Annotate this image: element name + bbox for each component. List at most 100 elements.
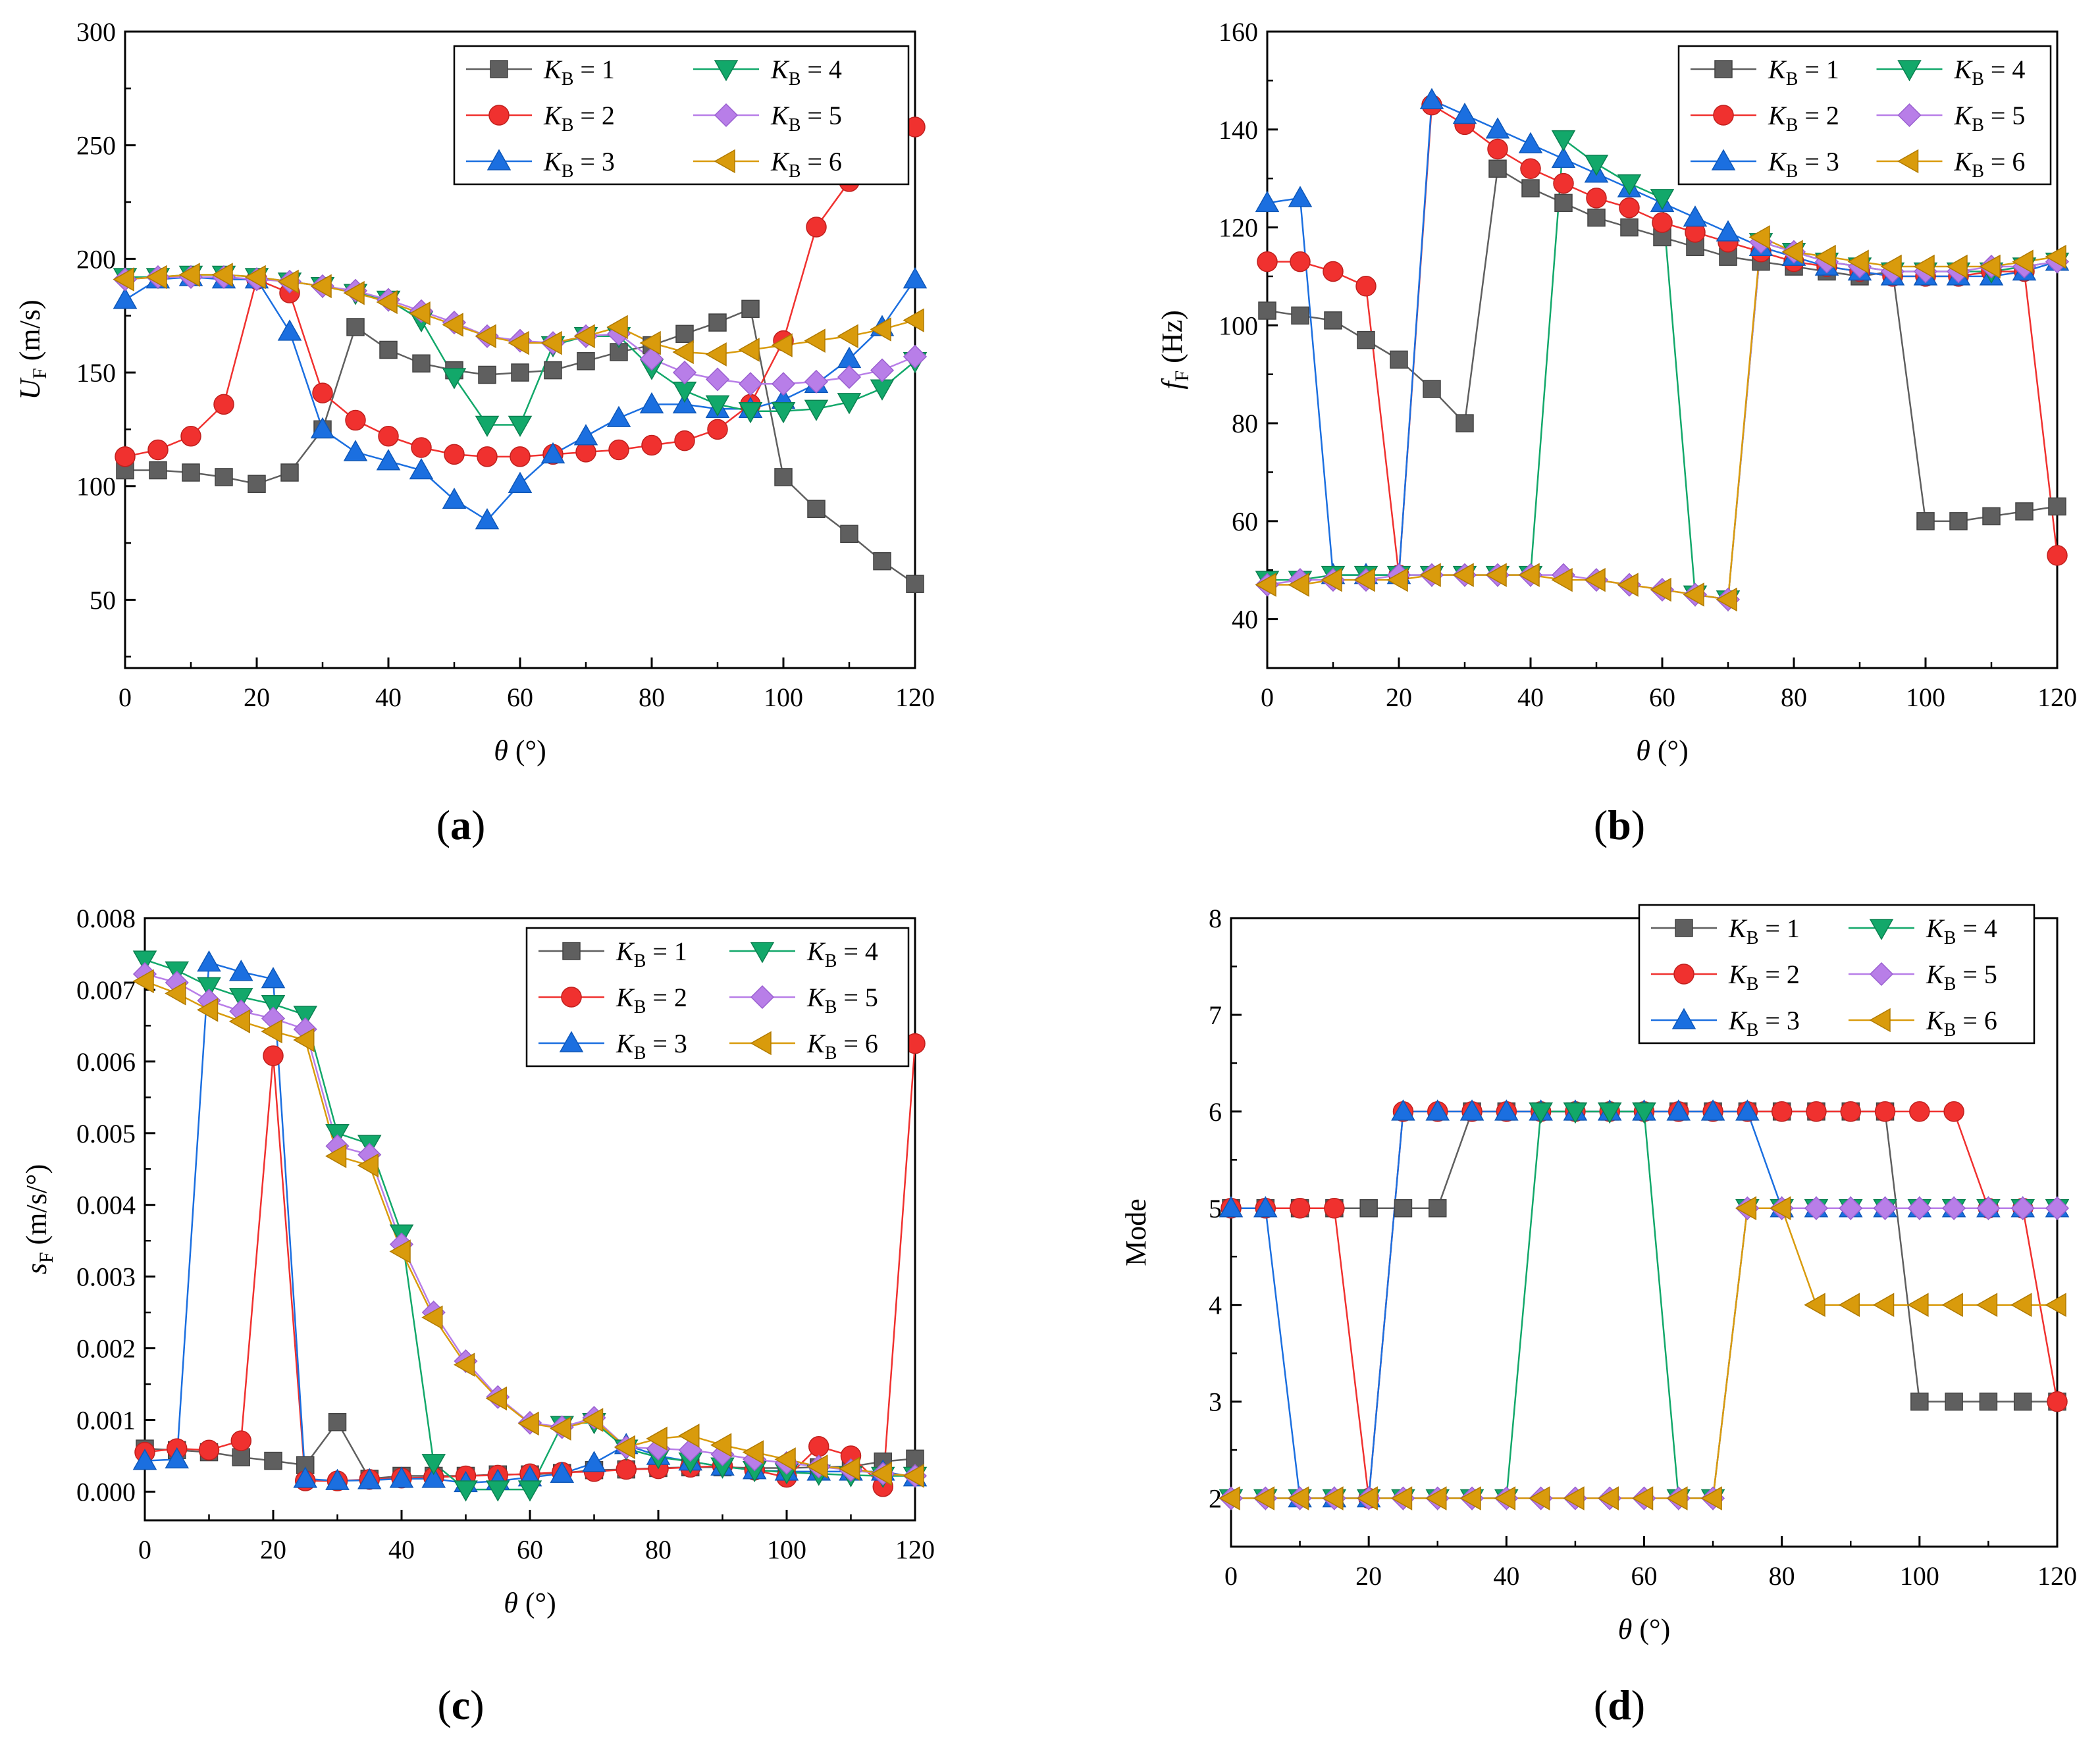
data-point: [1650, 577, 1671, 602]
data-point: [1288, 573, 1309, 597]
data-point: [708, 313, 727, 332]
legend: KB = 1 KB = 2 KB = 3 KB = 4 KB = 5 KB = 6: [525, 927, 910, 1068]
data-point: [196, 998, 219, 1022]
legend-label: KB = 2: [616, 983, 687, 1018]
data-point: [1840, 1101, 1861, 1122]
y-axis-label: sF (m/s/°): [20, 1164, 57, 1275]
data-point: [1874, 1101, 1896, 1122]
legend-item-k5: KB = 5: [729, 983, 878, 1018]
data-point: [1735, 1196, 1757, 1221]
x-tick-label: 40: [1493, 1561, 1519, 1591]
data-point: [1979, 1392, 1998, 1411]
legend-label: KB = 6: [1926, 1006, 1997, 1041]
y-tick-label: 60: [1232, 507, 1258, 536]
data-point: [454, 1480, 478, 1502]
data-point: [903, 267, 928, 289]
data-point: [742, 1440, 764, 1464]
legend-item-k4: KB = 4: [729, 937, 878, 971]
data-point: [343, 280, 365, 305]
data-point: [113, 288, 138, 309]
data-point: [672, 392, 697, 414]
data-point: [1771, 1101, 1793, 1122]
data-point: [639, 330, 661, 355]
data-point: [1219, 1196, 1244, 1218]
series-markers-k6: [1219, 1196, 2066, 1510]
data-point: [378, 425, 399, 447]
data-point: [1553, 172, 1574, 194]
y-tick-label: 5: [1209, 1194, 1222, 1224]
data-point: [1257, 251, 1278, 272]
data-point: [1390, 350, 1408, 369]
x-tick-label: 0: [138, 1535, 151, 1564]
data-point: [215, 468, 233, 486]
y-tick-label: 50: [90, 585, 116, 615]
data-point: [870, 379, 895, 401]
data-point: [1291, 306, 1309, 325]
data-point: [1666, 1486, 1688, 1510]
data-point: [1748, 225, 1770, 249]
y-tick-label: 300: [76, 17, 116, 47]
data-point: [738, 338, 760, 362]
data-point: [261, 994, 286, 1017]
data-point: [1838, 1293, 1860, 1317]
data-point: [1289, 1198, 1311, 1219]
data-point: [442, 313, 463, 337]
data-point: [2010, 1293, 2032, 1317]
legend-marker: [1714, 60, 1733, 78]
x-tick-label: 80: [1781, 683, 1807, 712]
data-point: [345, 409, 366, 431]
data-point: [806, 1455, 828, 1479]
series-markers-k1: [1222, 1102, 2066, 1411]
x-tick-label: 20: [260, 1535, 286, 1564]
legend-label: KB = 5: [1926, 960, 1997, 994]
data-point: [343, 440, 368, 461]
data-point: [1429, 1199, 1447, 1218]
data-point: [678, 1424, 700, 1448]
x-tick-label: 40: [1517, 683, 1544, 712]
data-point: [738, 372, 763, 396]
data-point: [421, 1305, 443, 1330]
chart-panel-c: 0 20 40 60 80 100 120 0.000 0.001 0.002 0.003 0.004…: [20, 904, 935, 1728]
x-tick-label: 80: [639, 683, 665, 712]
series-markers-k6: [1255, 225, 2066, 612]
data-point: [149, 461, 167, 480]
y-tick-label: 160: [1219, 17, 1258, 47]
data-point: [1652, 212, 1673, 233]
x-axis-label: θ (°): [1636, 734, 1689, 767]
data-point: [544, 361, 562, 380]
data-point: [1941, 1293, 1963, 1317]
y-axis-label: fF (Hz): [1156, 310, 1193, 390]
series-markers-k3: [113, 265, 928, 530]
data-point: [1288, 186, 1313, 207]
data-point: [132, 1449, 157, 1470]
legend-label: KB = 4: [770, 55, 842, 90]
data-point: [2045, 244, 2066, 269]
data-point: [1551, 567, 1573, 592]
x-tick-label: 0: [1224, 1561, 1238, 1591]
legend-marker: [1869, 1008, 1891, 1033]
series-markers-k6: [113, 263, 924, 367]
legend-item-k2: KB = 2: [1691, 101, 1839, 136]
series-markers-k2: [115, 101, 926, 467]
data-point: [606, 405, 631, 427]
data-point: [1943, 1101, 1964, 1122]
panel-label: (a): [436, 802, 486, 848]
data-point: [293, 1006, 318, 1027]
x-tick-label: 80: [1769, 1561, 1795, 1591]
data-point: [147, 439, 169, 461]
data-point: [1554, 193, 1573, 213]
data-point: [277, 319, 302, 341]
legend-marker: [562, 942, 581, 960]
y-tick-label: 0.001: [76, 1406, 136, 1435]
data-point: [1700, 1486, 1722, 1510]
data-point: [1909, 1101, 1930, 1122]
legend-label: KB = 2: [1768, 101, 1839, 136]
data-point: [511, 363, 529, 382]
data-point: [1520, 158, 1541, 180]
data-point: [293, 1466, 318, 1488]
legend: KB = 1 KB = 2 KB = 3 KB = 4 KB = 5 KB = 6: [1677, 45, 2052, 186]
data-point: [1632, 1102, 1656, 1124]
data-point: [2045, 1293, 2066, 1317]
data-point: [230, 1430, 251, 1451]
data-point: [1529, 1102, 1553, 1124]
